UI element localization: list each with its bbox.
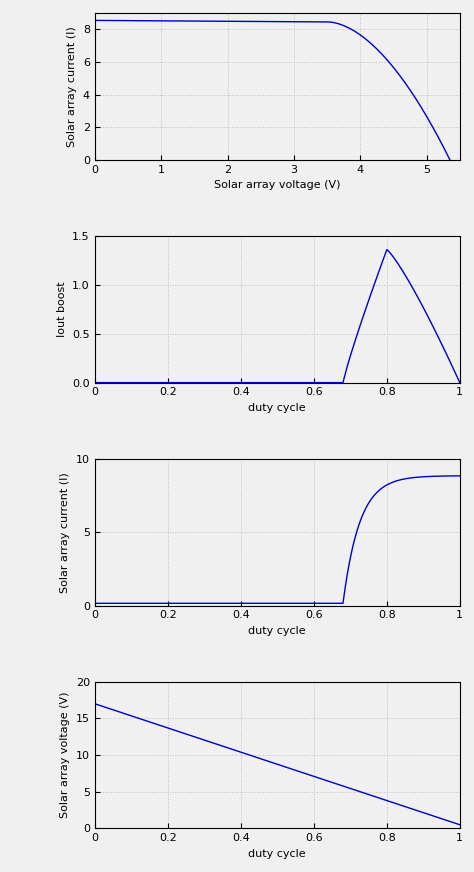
Y-axis label: Solar array voltage (V): Solar array voltage (V) [60,691,70,818]
X-axis label: duty cycle: duty cycle [248,626,306,636]
X-axis label: duty cycle: duty cycle [248,403,306,413]
Y-axis label: Solar array current (I): Solar array current (I) [67,26,77,146]
X-axis label: duty cycle: duty cycle [248,848,306,859]
Y-axis label: Solar array current (I): Solar array current (I) [60,472,70,593]
Y-axis label: Iout boost: Iout boost [57,282,67,337]
X-axis label: Solar array voltage (V): Solar array voltage (V) [214,181,340,190]
